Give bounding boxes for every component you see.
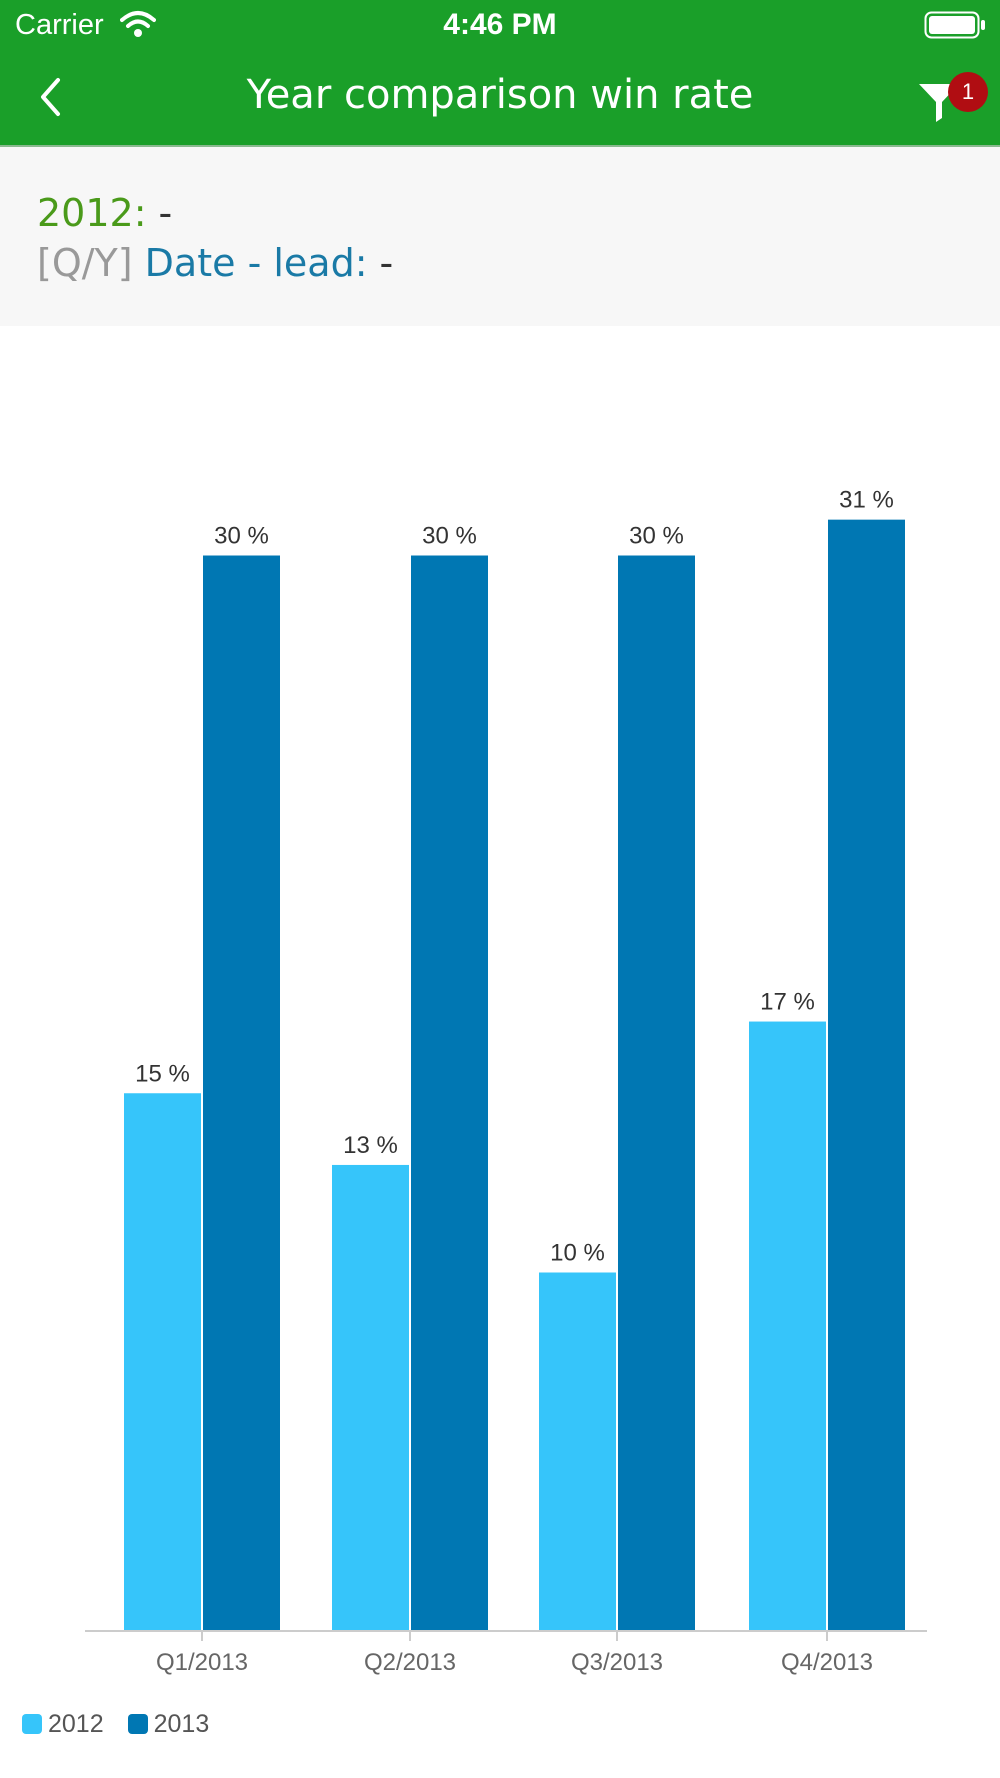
carrier-label: Carrier bbox=[15, 9, 104, 41]
legend-item-2012[interactable]: 2012 bbox=[22, 1710, 104, 1739]
filter-year-value: - bbox=[158, 191, 173, 235]
bar-chart-svg: 15 % 30 % Q1/2013 13 % 30 % Q2/2013 10 % 30 % Q3… bbox=[85, 487, 927, 1676]
filter-button[interactable]: 1 bbox=[915, 70, 990, 130]
bar-2013-Q2-2013[interactable] bbox=[411, 555, 488, 1632]
legend-item-2013[interactable]: 2013 bbox=[127, 1709, 210, 1739]
battery-icon bbox=[924, 11, 986, 39]
back-button[interactable] bbox=[30, 70, 80, 125]
legend-swatch-2013 bbox=[127, 1714, 148, 1734]
x-tick-label: Q1/2013 bbox=[156, 1649, 248, 1676]
data-label-2012-Q2-2013: 13 % bbox=[343, 1132, 398, 1159]
data-label-2013-Q3-2013: 30 % bbox=[629, 523, 684, 550]
data-label-2013-Q1-2013: 30 % bbox=[214, 523, 269, 550]
status-time: 4:46 PM bbox=[443, 8, 557, 41]
bar-2013-Q4-2013[interactable] bbox=[828, 519, 905, 1631]
legend-label-2013: 2013 bbox=[153, 1709, 210, 1738]
x-tick-label: Q2/2013 bbox=[364, 1649, 456, 1676]
legend-label-2012: 2012 bbox=[48, 1709, 104, 1738]
x-tick-label: Q4/2013 bbox=[781, 1649, 873, 1676]
status-bar: Carrier 4:46 PM bbox=[0, 0, 1000, 50]
filter-date-row: [Q/Y] Date - lead: - bbox=[37, 241, 393, 285]
bar-2012-Q1-2013[interactable] bbox=[124, 1093, 201, 1631]
data-label-2013-Q2-2013: 30 % bbox=[422, 523, 477, 550]
chart-legend: 2012 2013 bbox=[22, 1704, 233, 1744]
nav-bar: Year comparison win rate 1 bbox=[0, 50, 1000, 147]
bar-2013-Q1-2013[interactable] bbox=[203, 555, 280, 1632]
bar-2013-Q3-2013[interactable] bbox=[618, 555, 695, 1632]
legend-swatch-2012 bbox=[22, 1714, 42, 1734]
wifi-icon bbox=[120, 10, 156, 38]
data-label-2012-Q1-2013: 15 % bbox=[135, 1060, 190, 1087]
filter-date-value: - bbox=[379, 241, 394, 285]
filter-date-prefix: [Q/Y] bbox=[37, 241, 133, 285]
filter-date-label: Date - lead: bbox=[144, 241, 368, 285]
data-label-2013-Q4-2013: 31 % bbox=[839, 487, 894, 514]
filter-year-row: 2012: - bbox=[37, 191, 172, 235]
bar-2012-Q2-2013[interactable] bbox=[332, 1164, 409, 1631]
bar-2012-Q4-2013[interactable] bbox=[749, 1021, 826, 1631]
filter-year-label: 2012: bbox=[37, 191, 147, 235]
page-title: Year comparison win rate bbox=[246, 72, 754, 118]
x-tick-label: Q3/2013 bbox=[571, 1649, 663, 1676]
filter-summary: 2012: - [Q/Y] Date - lead: - bbox=[0, 147, 1000, 326]
chevron-left-icon bbox=[41, 78, 60, 116]
filter-count-badge: 1 bbox=[948, 72, 988, 112]
bar-2012-Q3-2013[interactable] bbox=[539, 1272, 616, 1632]
win-rate-chart: 15 % 30 % Q1/2013 13 % 30 % Q2/2013 10 % 30 % Q3… bbox=[0, 326, 1000, 1778]
data-label-2012-Q3-2013: 10 % bbox=[550, 1240, 605, 1267]
data-label-2012-Q4-2013: 17 % bbox=[760, 989, 815, 1016]
